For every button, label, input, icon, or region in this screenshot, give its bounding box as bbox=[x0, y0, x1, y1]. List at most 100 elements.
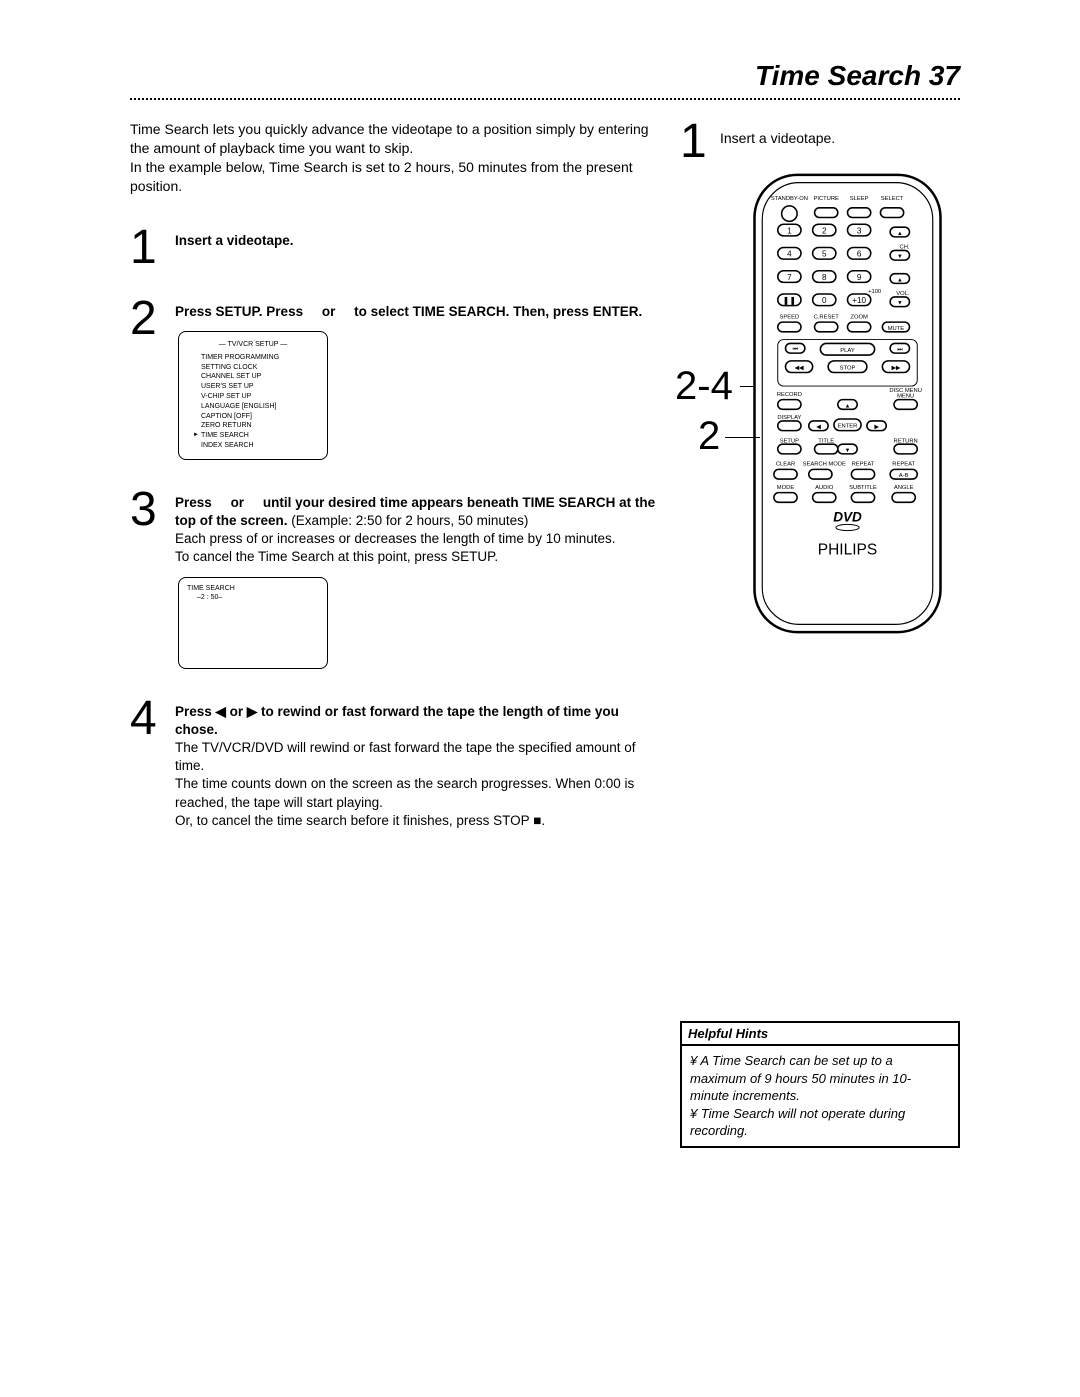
svg-text:STOP: STOP bbox=[840, 366, 856, 372]
step-1-num: 1 bbox=[130, 226, 175, 269]
svg-text:MODE: MODE bbox=[777, 485, 795, 491]
svg-text:9: 9 bbox=[857, 273, 862, 282]
step-4-bold: Press ◀ or ▶ to rewind or fast forward t… bbox=[175, 704, 619, 737]
svg-text:REPEAT: REPEAT bbox=[852, 462, 875, 468]
svg-text:1: 1 bbox=[787, 227, 792, 236]
right-step-text: Insert a videotape. bbox=[720, 120, 835, 146]
menu-item: USER'S SET UP bbox=[189, 382, 317, 392]
svg-text:SLEEP: SLEEP bbox=[850, 196, 869, 202]
step-2-num: 2 bbox=[130, 297, 175, 340]
svg-text:5: 5 bbox=[822, 250, 827, 259]
intro-p2: In the example below, Time Search is set… bbox=[130, 158, 660, 196]
svg-text:RECORD: RECORD bbox=[777, 392, 802, 398]
svg-text:MUTE: MUTE bbox=[888, 326, 905, 332]
svg-text:ANGLE: ANGLE bbox=[894, 485, 914, 491]
svg-text:VOL.: VOL. bbox=[896, 291, 910, 297]
svg-text:RETURN: RETURN bbox=[894, 438, 918, 444]
svg-text:CLEAR: CLEAR bbox=[776, 462, 795, 468]
side-num-2-4: 2-4 bbox=[675, 366, 733, 406]
svg-text:SPEED: SPEED bbox=[780, 314, 800, 320]
menu-item: SETTING CLOCK bbox=[189, 363, 317, 373]
step-1: 1 Insert a videotape. bbox=[130, 226, 660, 269]
svg-text:▶: ▶ bbox=[874, 425, 879, 431]
menu-item: LANGUAGE [ENGLISH] bbox=[189, 402, 317, 412]
time-box-line1: TIME SEARCH bbox=[187, 584, 319, 594]
svg-text:8: 8 bbox=[822, 273, 827, 282]
svg-text:CH.: CH. bbox=[900, 245, 910, 251]
svg-text:SEARCH MODE: SEARCH MODE bbox=[803, 462, 846, 468]
step-3-plain1: (Example: 2:50 for 2 hours, 50 minutes) bbox=[291, 513, 528, 528]
page-title: Time Search bbox=[755, 60, 921, 91]
svg-text:2: 2 bbox=[822, 227, 827, 236]
svg-text:▼: ▼ bbox=[845, 448, 851, 454]
svg-text:▲: ▲ bbox=[845, 404, 851, 410]
menu-item: CAPTION [OFF] bbox=[189, 412, 317, 422]
side-line-a bbox=[740, 386, 755, 387]
step-2: 2 Press SETUP. Press or to select TIME S… bbox=[130, 297, 660, 460]
svg-text:4: 4 bbox=[787, 250, 792, 259]
intro-text: Time Search lets you quickly advance the… bbox=[130, 120, 660, 196]
svg-text:SETUP: SETUP bbox=[780, 438, 799, 444]
hints-body: ¥ A Time Search can be set up to a maxim… bbox=[682, 1046, 958, 1146]
header-divider bbox=[130, 98, 960, 100]
svg-text:▼: ▼ bbox=[897, 301, 903, 307]
svg-text:SELECT: SELECT bbox=[881, 196, 904, 202]
side-line-b bbox=[725, 437, 760, 438]
svg-text:▲: ▲ bbox=[897, 231, 903, 237]
menu-item: V-CHIP SET UP bbox=[189, 392, 317, 402]
step-3-num: 3 bbox=[130, 488, 175, 531]
menu-item: CHANNEL SET UP bbox=[189, 372, 317, 382]
step-3-plain2: Each press of or increases or decreases … bbox=[175, 530, 660, 548]
svg-text:▶▶: ▶▶ bbox=[891, 366, 900, 372]
step-4-plain1: The TV/VCR/DVD will rewind or fast forwa… bbox=[175, 739, 660, 775]
step-2-text: Press SETUP. Press or to select TIME SEA… bbox=[175, 304, 642, 319]
remote-wrapper: 2-4 2 STANDBY-ON PICTURE SLEEP SELECT bbox=[680, 171, 960, 641]
remote-control: STANDBY-ON PICTURE SLEEP SELECT 12345678… bbox=[750, 171, 945, 636]
svg-text:PLAY: PLAY bbox=[840, 348, 855, 354]
svg-text:▲: ▲ bbox=[897, 278, 903, 284]
svg-text:TITLE: TITLE bbox=[818, 438, 834, 444]
right-column: 1 Insert a videotape. 2-4 2 STANDBY-ON bbox=[680, 120, 960, 1148]
content-wrapper: Time Search lets you quickly advance the… bbox=[130, 120, 960, 1148]
svg-text:C.RESET: C.RESET bbox=[814, 314, 840, 320]
page-number: 37 bbox=[929, 60, 960, 91]
step-4-num: 4 bbox=[130, 697, 175, 740]
svg-text:MENU: MENU bbox=[897, 394, 914, 400]
svg-text:⏮: ⏮ bbox=[793, 347, 798, 353]
svg-text:0: 0 bbox=[822, 296, 827, 305]
menu-item: ZERO RETURN bbox=[189, 421, 317, 431]
svg-text:+10: +10 bbox=[852, 296, 866, 305]
svg-text:6: 6 bbox=[857, 250, 862, 259]
intro-p1: Time Search lets you quickly advance the… bbox=[130, 120, 660, 158]
menu-item: TIMER PROGRAMMING bbox=[189, 353, 317, 363]
helpful-hints-box: Helpful Hints ¥ A Time Search can be set… bbox=[680, 1021, 960, 1148]
step-4-plain3: Or, to cancel the time search before it … bbox=[175, 812, 660, 830]
svg-text:A-B: A-B bbox=[899, 473, 909, 479]
hints-title: Helpful Hints bbox=[682, 1023, 958, 1046]
side-num-2: 2 bbox=[698, 416, 720, 456]
remote-brand: PHILIPS bbox=[818, 542, 877, 559]
menu-title: — TV/VCR SETUP — bbox=[189, 340, 317, 350]
hint-1: ¥ A Time Search can be set up to a maxim… bbox=[690, 1052, 950, 1105]
svg-text:+100: +100 bbox=[868, 289, 881, 295]
step-3-plain3: To cancel the Time Search at this point,… bbox=[175, 548, 660, 566]
step-4: 4 Press ◀ or ▶ to rewind or fast forward… bbox=[130, 697, 660, 831]
step-3: 3 Press or until your desired time appea… bbox=[130, 488, 660, 669]
svg-text:DISPLAY: DISPLAY bbox=[777, 415, 801, 421]
left-column: Time Search lets you quickly advance the… bbox=[130, 120, 660, 1148]
hint-2: ¥ Time Search will not operate during re… bbox=[690, 1105, 950, 1140]
svg-text:REPEAT: REPEAT bbox=[892, 462, 915, 468]
svg-text:SUBTITLE: SUBTITLE bbox=[849, 485, 877, 491]
page-header: Time Search 37 bbox=[130, 60, 960, 92]
step-1-text: Insert a videotape. bbox=[175, 233, 294, 248]
time-search-box: TIME SEARCH –2 : 50– bbox=[178, 577, 328, 669]
right-step-num: 1 bbox=[680, 120, 720, 163]
svg-text:▼: ▼ bbox=[897, 254, 903, 260]
svg-text:ZOOM: ZOOM bbox=[850, 314, 868, 320]
svg-text:7: 7 bbox=[787, 273, 792, 282]
svg-text:◀: ◀ bbox=[816, 425, 821, 431]
svg-text:AUDIO: AUDIO bbox=[815, 485, 834, 491]
svg-text:DVD: DVD bbox=[833, 510, 862, 525]
tv-menu-box: — TV/VCR SETUP — TIMER PROGRAMMINGSETTIN… bbox=[178, 331, 328, 460]
menu-item: TIME SEARCH bbox=[189, 431, 317, 441]
